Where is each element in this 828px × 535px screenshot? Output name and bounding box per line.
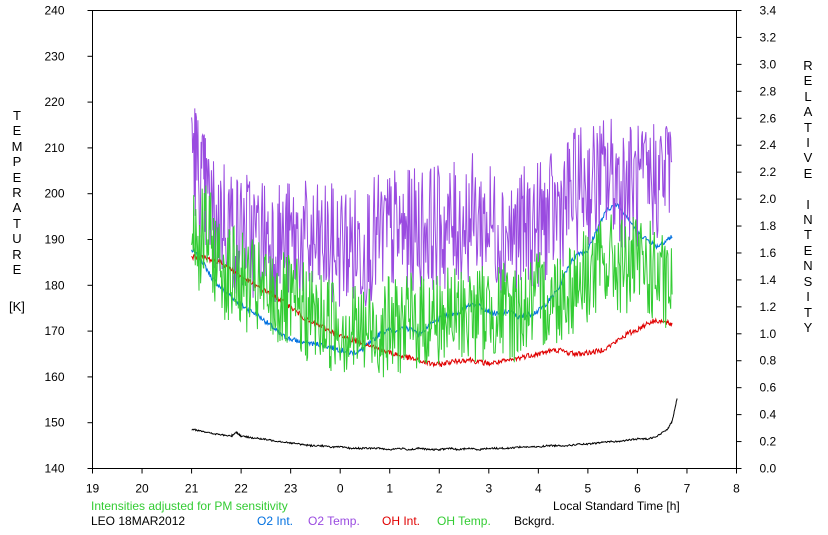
left-tick-label: 210 <box>44 141 64 155</box>
right-axis-title-letter: I <box>806 289 810 305</box>
intensity-adjustment-note: Intensities adjusted for PM sensitivity <box>91 499 288 513</box>
x-tick-label: 4 <box>535 482 542 496</box>
legend-item-o2-int: O2 Int. <box>257 514 294 528</box>
x-tick-label: 1 <box>386 482 393 496</box>
legend-item-bckgrd: Bckgrd. <box>514 514 555 528</box>
left-tick-label: 150 <box>44 416 64 430</box>
right-tick-label: 1.6 <box>760 246 777 260</box>
x-tick-label: 2 <box>436 482 443 496</box>
right-tick-label: 0.8 <box>760 354 777 368</box>
right-axis-title-letter: I <box>806 135 810 151</box>
left-tick-label: 200 <box>44 187 64 201</box>
x-tick-label: 0 <box>337 482 344 496</box>
right-axis-title-letter: N <box>803 258 813 274</box>
right-tick-label: 1.4 <box>760 273 777 287</box>
left-axis-title-letter: T <box>13 215 21 231</box>
right-tick-label: 0.0 <box>760 462 777 476</box>
left-axis-title-letter: R <box>12 246 22 262</box>
x-tick-label: 21 <box>185 482 199 496</box>
legend-item-oh-temp: OH Temp. <box>437 514 491 528</box>
right-axis-title-letter: E <box>803 73 813 89</box>
right-tick-label: 2.2 <box>760 165 777 179</box>
right-tick-label: 3.4 <box>760 4 777 18</box>
left-axis-title-letter: E <box>12 169 22 185</box>
x-tick-label: 19 <box>86 482 100 496</box>
station-date-label: LEO 18MAR2012 <box>91 514 186 528</box>
left-tick-label: 170 <box>44 324 64 338</box>
left-axis-title-letter: P <box>12 154 22 170</box>
series-line-oh-temp <box>191 185 673 378</box>
right-axis-title-letter: I <box>806 196 810 212</box>
left-axis-title-letter: E <box>12 262 22 278</box>
left-axis-unit: [K] <box>9 299 25 314</box>
right-axis-title-letter: N <box>803 212 813 228</box>
left-axis-title-letter: T <box>13 108 21 123</box>
right-tick-label: 3.2 <box>760 30 777 44</box>
left-tick-label: 240 <box>44 4 64 18</box>
series-line-bckgrd <box>191 398 678 452</box>
right-axis-title-letter: A <box>803 104 813 120</box>
left-axis-title-letter: R <box>12 185 22 201</box>
x-tick-label: 6 <box>634 482 641 496</box>
right-tick-label: 2.6 <box>760 111 777 125</box>
legend-item-o2-temp: O2 Temp. <box>308 514 360 528</box>
right-axis-title-letter: L <box>804 88 812 104</box>
right-tick-label: 2.0 <box>760 192 777 206</box>
series-line-o2-temp <box>191 108 673 307</box>
right-axis-title-letter: Y <box>803 319 813 335</box>
series-layer <box>191 108 678 452</box>
x-tick-label: 20 <box>135 482 149 496</box>
right-tick-label: 1.2 <box>760 300 777 314</box>
right-tick-label: 0.4 <box>760 408 777 422</box>
right-axis-title-letter: T <box>804 304 812 320</box>
right-tick-label: 2.4 <box>760 138 777 152</box>
right-tick-label: 0.6 <box>760 381 777 395</box>
left-axis-title-letter: A <box>12 200 22 216</box>
right-tick-label: 1.8 <box>760 219 777 233</box>
right-axis-title-letter: V <box>803 150 813 166</box>
right-axis-title-letter: R <box>803 58 813 73</box>
legend-item-oh-int: OH Int. <box>382 514 421 528</box>
x-axis-title: Local Standard Time [h] <box>553 499 680 513</box>
x-tick-label: 7 <box>684 482 691 496</box>
right-axis-title-letter: S <box>803 273 813 289</box>
left-axis-title-letter: U <box>12 231 22 247</box>
x-tick-label: 22 <box>234 482 248 496</box>
right-axis-title-letter: E <box>803 242 813 258</box>
x-tick-label: 3 <box>485 482 492 496</box>
right-axis-title-letter: E <box>803 165 813 181</box>
left-tick-label: 230 <box>44 49 64 63</box>
axes-ticks: 1401501601701801902002102202302400.00.20… <box>44 4 776 496</box>
left-tick-label: 190 <box>44 233 64 247</box>
left-axis-title-letter: M <box>11 138 23 154</box>
right-axis-title-letter: T <box>804 119 812 135</box>
right-axis-title-letter: T <box>804 227 812 243</box>
x-tick-label: 23 <box>284 482 298 496</box>
right-tick-label: 1.0 <box>760 327 777 341</box>
right-axis-title-letter <box>798 181 818 196</box>
left-tick-label: 220 <box>44 95 64 109</box>
right-tick-label: 3.0 <box>760 57 777 71</box>
right-tick-label: 0.2 <box>760 435 777 449</box>
x-tick-label: 5 <box>585 482 592 496</box>
left-tick-label: 160 <box>44 370 64 384</box>
x-tick-label: 8 <box>733 482 740 496</box>
left-axis-title-letter: E <box>12 123 22 139</box>
right-tick-label: 2.8 <box>760 84 777 98</box>
left-tick-label: 140 <box>44 462 64 476</box>
left-tick-label: 180 <box>44 278 64 292</box>
